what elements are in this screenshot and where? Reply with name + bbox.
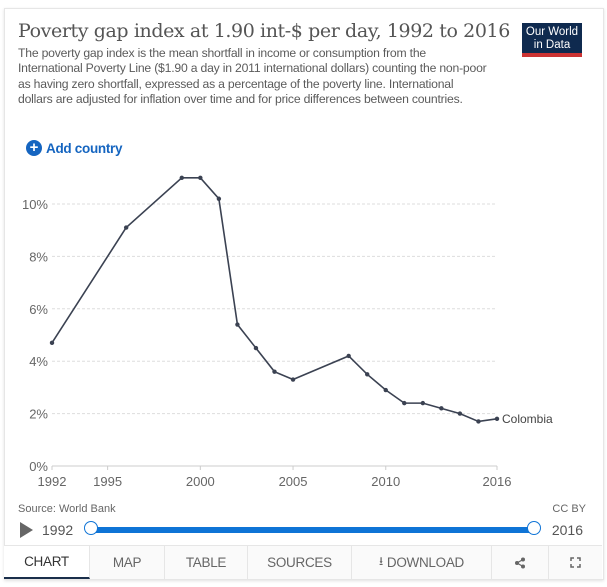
tab-map-label: MAP <box>112 555 142 570</box>
download-icon: ⭳ <box>378 554 383 568</box>
source-note: Source: World Bank <box>18 503 116 515</box>
x-tick-label: 2010 <box>371 474 400 489</box>
data-point[interactable] <box>383 387 388 393</box>
timeline-start-year: 1992 <box>42 522 74 538</box>
timeline-end-handle[interactable] <box>527 521 541 535</box>
chart-subtitle: The poverty gap index is the mean shortf… <box>18 46 487 107</box>
license-link[interactable]: CC BY <box>552 503 586 515</box>
tab-download-label: DOWNLOAD <box>386 555 464 570</box>
add-country-button[interactable]: + Add country <box>26 140 123 156</box>
tab-chart[interactable]: CHART <box>4 546 90 579</box>
share-icon <box>515 557 525 568</box>
series-label: Colombia <box>502 412 553 426</box>
x-axis-ticks: 1992 1995 2000 2005 2010 2016 <box>38 466 512 489</box>
y-tick-label: 10% <box>22 197 48 212</box>
timeline-start-handle[interactable] <box>84 521 98 535</box>
tab-map[interactable]: MAP <box>90 546 165 579</box>
data-point[interactable] <box>216 196 222 201</box>
data-point[interactable] <box>179 175 184 180</box>
logo-line-2: in Data <box>533 39 571 51</box>
x-tick-label: 2000 <box>186 474 215 489</box>
tab-sources-label: SOURCES <box>267 555 332 570</box>
data-point[interactable] <box>439 406 444 411</box>
grid-lines <box>52 203 497 467</box>
series-line-colombia[interactable] <box>51 176 498 423</box>
data-point[interactable] <box>49 340 55 346</box>
owid-logo[interactable]: Our World in Data <box>522 23 582 57</box>
tab-table-label: TABLE <box>185 555 227 570</box>
x-tick-label: 2016 <box>483 474 512 489</box>
data-point[interactable] <box>494 416 500 422</box>
y-tick-label: 4% <box>29 354 48 369</box>
chart-card <box>4 8 604 580</box>
fullscreen-icon <box>570 557 581 568</box>
chart-title: Poverty gap index at 1.90 int-$ per day,… <box>18 20 510 42</box>
data-point[interactable] <box>402 400 407 406</box>
y-tick-label: 8% <box>29 249 48 264</box>
data-point[interactable] <box>476 419 481 424</box>
series-group: Colombia <box>49 175 553 426</box>
x-tick-label: 1995 <box>93 474 122 489</box>
y-tick-label: 6% <box>29 302 48 317</box>
tab-table[interactable]: TABLE <box>165 546 248 579</box>
tab-chart-label: CHART <box>24 554 69 569</box>
logo-line-1: Our World <box>525 26 579 38</box>
data-point[interactable] <box>365 372 370 377</box>
play-icon[interactable] <box>20 522 33 538</box>
data-point[interactable] <box>123 225 129 230</box>
data-point[interactable] <box>457 411 463 416</box>
y-tick-label: 2% <box>29 407 48 422</box>
data-point[interactable] <box>272 369 277 374</box>
add-country-label: Add country <box>46 140 123 156</box>
tab-sources[interactable]: SOURCES <box>248 546 352 579</box>
data-point[interactable] <box>290 377 296 382</box>
timeline-slider-track[interactable] <box>90 527 534 533</box>
x-tick-label: 1992 <box>38 474 67 489</box>
timeline-end-year: 2016 <box>551 522 583 538</box>
data-point[interactable] <box>420 400 426 406</box>
tab-download[interactable]: ⭳ DOWNLOAD <box>352 546 492 579</box>
timeline: 1992 2016 <box>18 518 586 542</box>
y-axis-ticks: 0% 2% 4% 6% 8% 10% <box>22 197 48 474</box>
x-tick-label: 2005 <box>279 474 308 489</box>
line-chart: 0% 2% 4% 6% 8% 10% 1992 1995 2000 2005 2010 2016 C… <box>22 175 553 489</box>
data-point[interactable] <box>198 175 203 180</box>
tab-bar: CHART MAP TABLE SOURCES ⭳ DOWNLOAD <box>4 545 602 579</box>
data-point[interactable] <box>346 353 351 359</box>
plus-circle-icon: + <box>26 140 42 156</box>
share-button[interactable] <box>492 546 549 579</box>
data-point[interactable] <box>235 322 240 327</box>
y-tick-label: 0% <box>29 459 48 474</box>
fullscreen-button[interactable] <box>549 546 602 579</box>
data-point[interactable] <box>253 345 259 351</box>
